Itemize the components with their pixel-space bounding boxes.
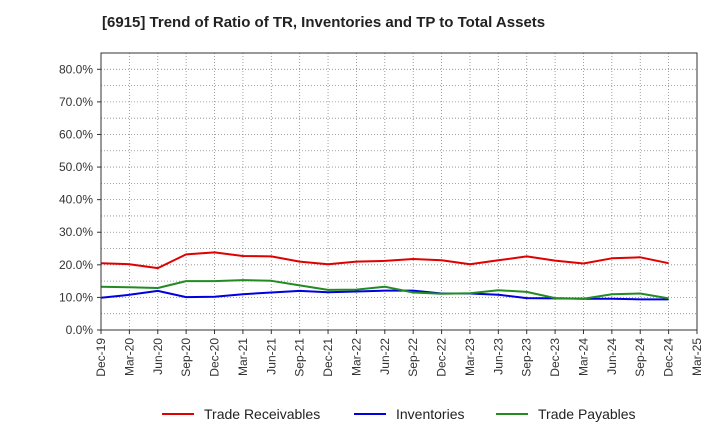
y-tick-label: 20.0% bbox=[59, 258, 93, 272]
x-tick-label: Mar-23 bbox=[463, 338, 477, 376]
x-tick-label: Sep-20 bbox=[179, 338, 193, 377]
y-tick-label: 60.0% bbox=[59, 127, 93, 141]
y-tick-label: 0.0% bbox=[66, 323, 94, 337]
x-tick-label: Sep-24 bbox=[633, 338, 647, 377]
y-tick-label: 10.0% bbox=[59, 290, 93, 304]
x-tick-label: Jun-24 bbox=[605, 338, 619, 375]
x-tick-label: Dec-20 bbox=[208, 338, 222, 377]
x-tick-label: Jun-21 bbox=[264, 338, 278, 375]
x-tick-label: Mar-25 bbox=[690, 338, 704, 376]
y-axis: 0.0% 10.0% 20.0% 30.0% 40.0% 50.0% 60.0% 70.0% 8… bbox=[59, 62, 101, 337]
series-line-trade-payables bbox=[100, 279, 669, 300]
x-tick-label: Dec-21 bbox=[321, 338, 335, 377]
y-tick-label: 40.0% bbox=[59, 193, 93, 207]
legend-label: Trade Payables bbox=[538, 406, 636, 422]
x-tick-label: Sep-23 bbox=[520, 338, 534, 377]
x-tick-label: Dec-19 bbox=[94, 338, 108, 377]
grid-lines bbox=[100, 52, 698, 330]
x-tick-label: Sep-21 bbox=[293, 338, 307, 377]
x-tick-label: Mar-24 bbox=[576, 338, 590, 376]
x-tick-label: Dec-24 bbox=[662, 338, 676, 377]
x-tick-label: Mar-22 bbox=[349, 338, 363, 376]
x-tick-label: Mar-20 bbox=[122, 338, 136, 376]
y-tick-label: 80.0% bbox=[59, 62, 93, 76]
chart-title: [6915] Trend of Ratio of TR, Inventories… bbox=[102, 14, 546, 31]
series-line-trade-receivables bbox=[100, 251, 669, 270]
y-tick-label: 50.0% bbox=[59, 160, 93, 174]
x-tick-label: Jun-23 bbox=[491, 338, 505, 375]
x-axis: Dec-19 Mar-20 Jun-20 Sep-20 Dec-20 Mar-21 Jun-… bbox=[94, 330, 704, 377]
x-tick-label: Jun-20 bbox=[151, 338, 165, 375]
y-tick-label: 30.0% bbox=[59, 225, 93, 239]
series-lines bbox=[100, 251, 669, 301]
x-tick-label: Dec-23 bbox=[548, 338, 562, 377]
legend: Trade Receivables Inventories Trade Payabl… bbox=[162, 406, 636, 422]
legend-label: Trade Receivables bbox=[204, 406, 320, 422]
x-tick-label: Sep-22 bbox=[406, 338, 420, 377]
legend-label: Inventories bbox=[396, 406, 464, 422]
x-tick-label: Dec-22 bbox=[435, 338, 449, 377]
x-tick-label: Jun-22 bbox=[378, 338, 392, 375]
y-tick-label: 70.0% bbox=[59, 95, 93, 109]
x-tick-label: Mar-21 bbox=[236, 338, 250, 376]
plot-frame bbox=[100, 52, 698, 331]
